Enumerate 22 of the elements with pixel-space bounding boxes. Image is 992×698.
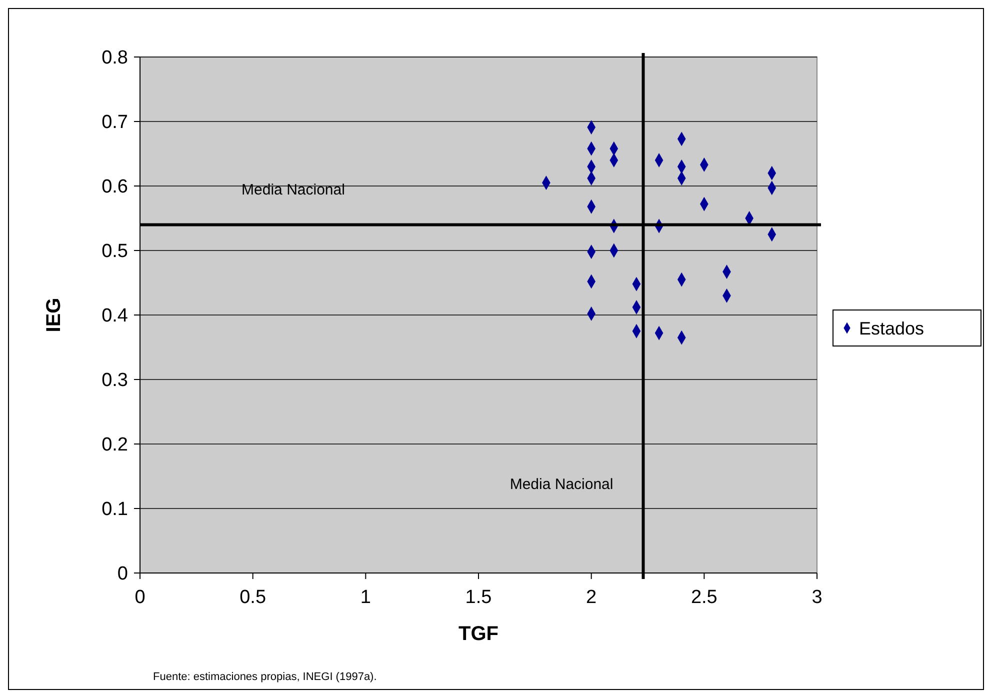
x-tick-label: 1 (360, 587, 371, 608)
y-tick-label: 0.6 (102, 176, 128, 198)
x-axis-title: TGF (458, 623, 498, 645)
source-note: Fuente: estimaciones propias, INEGI (1997a). (153, 671, 377, 683)
y-tick-label: 0.4 (102, 306, 128, 327)
x-tick-label: 2.5 (690, 587, 718, 608)
x-tick-label: 2 (586, 587, 597, 608)
legend-label: Estados (859, 318, 924, 338)
x-tick-label: 3 (812, 587, 822, 608)
y-tick-label: 0.7 (102, 112, 128, 134)
x-tick-label: 1.5 (465, 587, 492, 608)
ref-line-label: Media Nacional (510, 476, 614, 494)
y-tick-label: 0.8 (102, 48, 128, 69)
ref-line-label: Media Nacional (242, 182, 345, 199)
y-tick-label: 0.2 (102, 434, 128, 456)
y-tick-label: 0.5 (102, 241, 128, 262)
y-tick-label: 0.1 (102, 499, 128, 520)
y-tick-label: 0 (117, 564, 128, 585)
x-tick-label: 0 (134, 587, 146, 608)
y-axis-title: IEG (43, 298, 65, 332)
y-tick-label: 0.3 (102, 370, 128, 392)
x-tick-label: 0.5 (240, 587, 266, 608)
